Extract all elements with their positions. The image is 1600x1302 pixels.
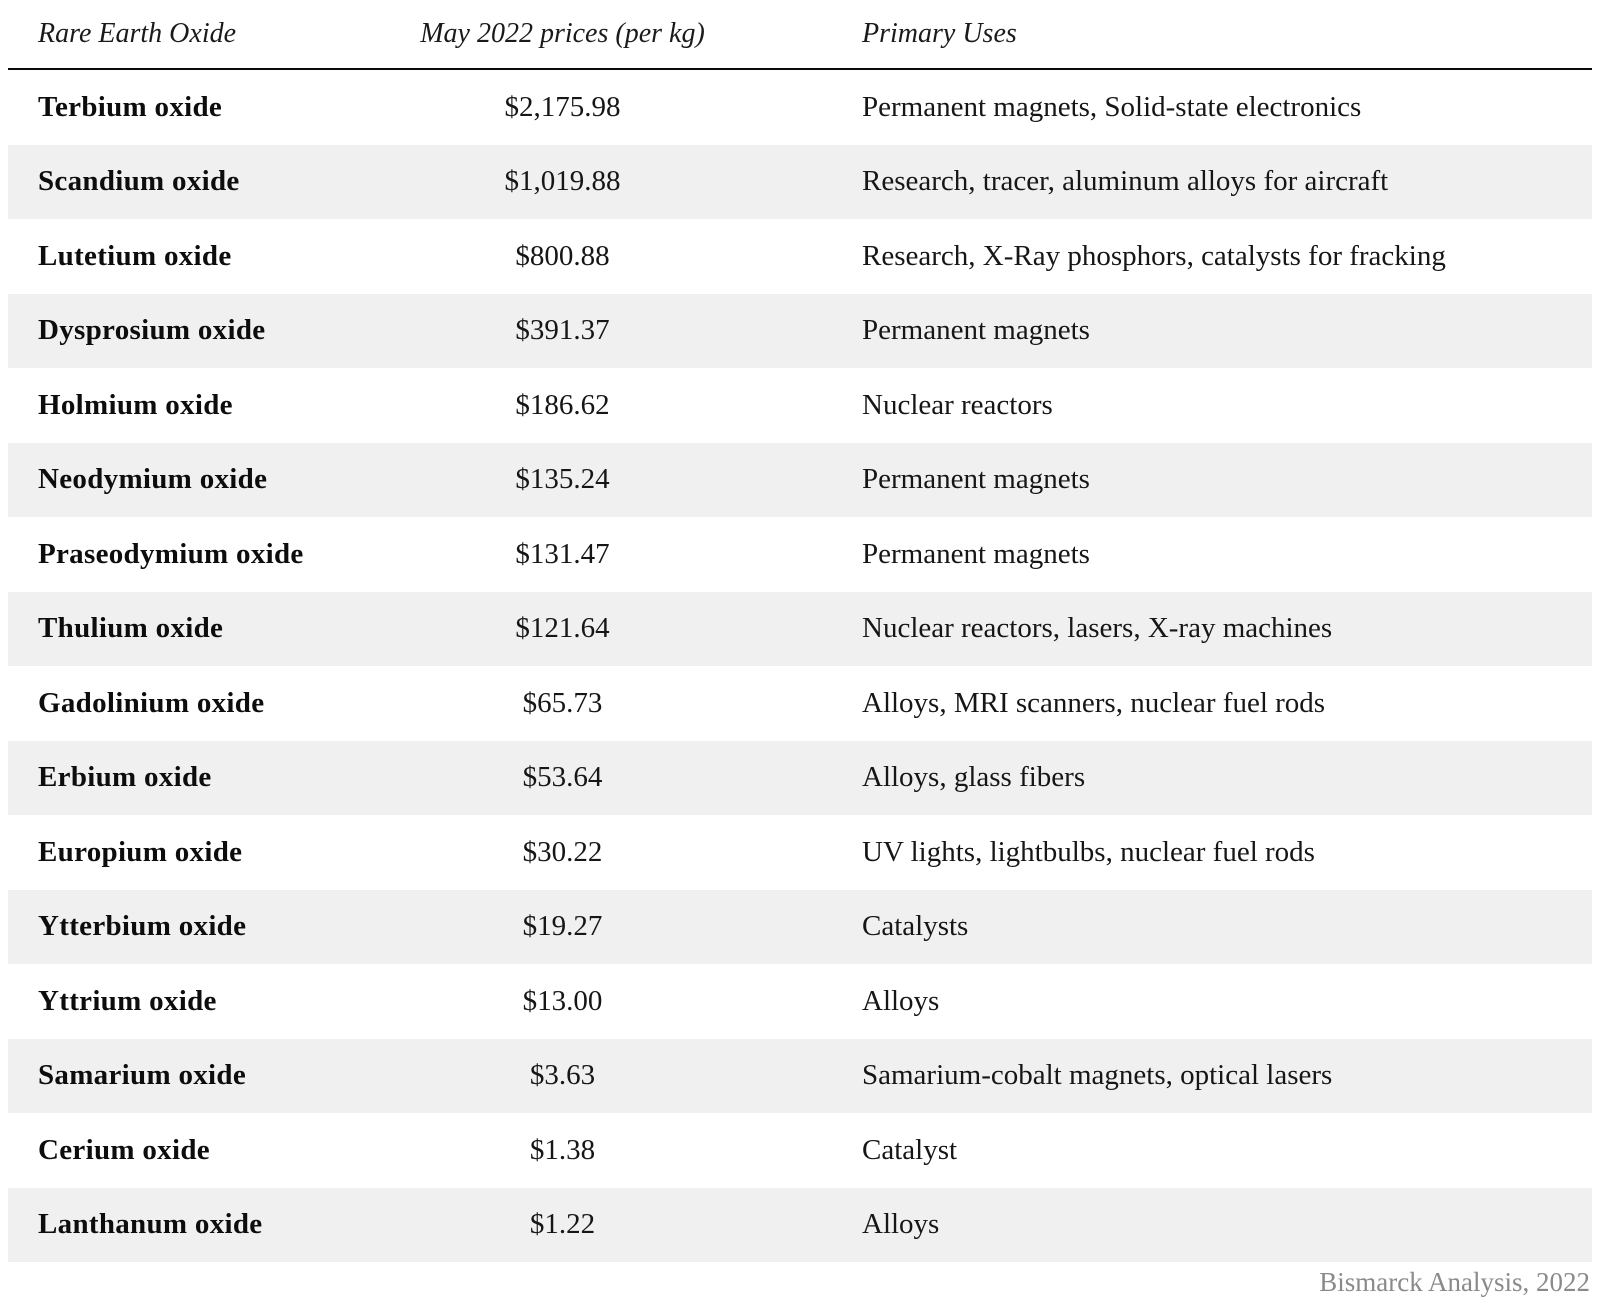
uses-cell: Permanent magnets, Solid-state electroni… <box>862 90 1362 123</box>
table-row: Lanthanum oxide $1.22 Alloys <box>8 1187 1592 1262</box>
column-header-uses: Primary Uses <box>862 18 1017 49</box>
price-cell: $135.24 <box>515 463 610 496</box>
oxide-name-cell: Erbium oxide <box>38 761 212 794</box>
oxide-name-cell: Thulium oxide <box>38 612 224 645</box>
column-header-oxide: Rare Earth Oxide <box>38 18 237 49</box>
uses-cell: UV lights, lightbulbs, nuclear fuel rods <box>862 835 1315 868</box>
oxide-name-cell: Praseodymium oxide <box>38 537 304 570</box>
table-row: Yttrium oxide $13.00 Alloys <box>8 964 1592 1039</box>
uses-cell: Catalysts <box>862 910 969 943</box>
oxide-name-cell: Ytterbium oxide <box>38 910 247 943</box>
table-row: Terbium oxide $2,175.98 Permanent magnet… <box>8 70 1592 145</box>
price-cell: $1.38 <box>529 1133 596 1166</box>
uses-cell: Catalyst <box>862 1133 958 1166</box>
oxide-name-cell: Scandium oxide <box>38 165 240 198</box>
uses-cell: Nuclear reactors, lasers, X-ray machines <box>862 612 1333 645</box>
price-cell: $131.47 <box>515 537 610 570</box>
price-cell: $1,019.88 <box>504 165 621 198</box>
oxide-name-cell: Dysprosium oxide <box>38 314 266 347</box>
table-row: Erbium oxide $53.64 Alloys, glass fibers <box>8 740 1592 815</box>
uses-cell: Research, X-Ray phosphors, catalysts for… <box>862 239 1446 272</box>
uses-cell: Alloys <box>862 1208 940 1241</box>
price-cell: $3.63 <box>529 1059 596 1092</box>
source-attribution-row: Bismarck Analysis, 2022 <box>0 1262 1600 1302</box>
table-row: Dysprosium oxide $391.37 Permanent magne… <box>8 293 1592 368</box>
table-row: Cerium oxide $1.38 Catalyst <box>8 1113 1592 1188</box>
price-cell: $2,175.98 <box>504 90 621 123</box>
table-row: Gadolinium oxide $65.73 Alloys, MRI scan… <box>8 666 1592 741</box>
table-row: Thulium oxide $121.64 Nuclear reactors, … <box>8 591 1592 666</box>
uses-cell: Alloys <box>862 984 940 1017</box>
table-row: Europium oxide $30.22 UV lights, lightbu… <box>8 815 1592 890</box>
uses-cell: Permanent magnets <box>862 537 1090 570</box>
uses-cell: Research, tracer, aluminum alloys for ai… <box>862 165 1389 198</box>
price-table: Rare Earth Oxide May 2022 prices (per kg… <box>8 0 1592 1262</box>
oxide-name-cell: Yttrium oxide <box>38 984 217 1017</box>
uses-cell: Samarium-cobalt magnets, optical lasers <box>862 1059 1333 1092</box>
oxide-name-cell: Lutetium oxide <box>38 239 232 272</box>
table-row: Holmium oxide $186.62 Nuclear reactors <box>8 368 1592 443</box>
uses-cell: Alloys, glass fibers <box>862 761 1086 794</box>
oxide-name-cell: Europium oxide <box>38 835 243 868</box>
oxide-name-cell: Samarium oxide <box>38 1059 247 1092</box>
oxide-name-cell: Holmium oxide <box>38 388 233 421</box>
uses-cell: Alloys, MRI scanners, nuclear fuel rods <box>862 686 1326 719</box>
table-row: Lutetium oxide $800.88 Research, X-Ray p… <box>8 219 1592 294</box>
uses-cell: Permanent magnets <box>862 314 1090 347</box>
price-cell: $1.22 <box>529 1208 596 1241</box>
price-cell: $391.37 <box>515 314 610 347</box>
oxide-name-cell: Lanthanum oxide <box>38 1208 263 1241</box>
oxide-name-cell: Neodymium oxide <box>38 463 268 496</box>
table-row: Neodymium oxide $135.24 Permanent magnet… <box>8 442 1592 517</box>
column-header-price: May 2022 prices (per kg) <box>420 18 705 49</box>
oxide-name-cell: Gadolinium oxide <box>38 686 265 719</box>
price-cell: $13.00 <box>522 984 603 1017</box>
price-cell: $800.88 <box>515 239 610 272</box>
price-cell: $19.27 <box>522 910 603 943</box>
price-cell: $53.64 <box>522 761 603 794</box>
uses-cell: Permanent magnets <box>862 463 1090 496</box>
source-attribution: Bismarck Analysis, 2022 <box>1319 1266 1590 1297</box>
price-cell: $30.22 <box>522 835 603 868</box>
price-cell: $186.62 <box>515 388 610 421</box>
price-cell: $65.73 <box>522 686 603 719</box>
table-row: Scandium oxide $1,019.88 Research, trace… <box>8 144 1592 219</box>
table-header-row: Rare Earth Oxide May 2022 prices (per kg… <box>8 0 1592 70</box>
price-cell: $121.64 <box>515 612 610 645</box>
table-row: Samarium oxide $3.63 Samarium-cobalt mag… <box>8 1038 1592 1113</box>
oxide-name-cell: Cerium oxide <box>38 1133 210 1166</box>
uses-cell: Nuclear reactors <box>862 388 1053 421</box>
oxide-name-cell: Terbium oxide <box>38 90 223 123</box>
table-body: Terbium oxide $2,175.98 Permanent magnet… <box>8 70 1592 1262</box>
table-row: Praseodymium oxide $131.47 Permanent mag… <box>8 517 1592 592</box>
table-row: Ytterbium oxide $19.27 Catalysts <box>8 889 1592 964</box>
